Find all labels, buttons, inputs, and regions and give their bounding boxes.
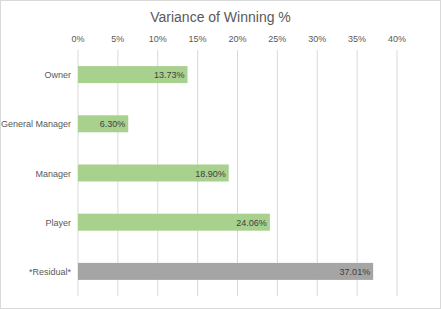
grid-line [357,50,358,296]
tick-label: 35% [348,34,366,44]
tick-label: 40% [388,34,406,44]
bar [78,263,373,280]
bar [78,115,128,132]
grid-line [277,50,278,296]
tick-label: 30% [308,34,326,44]
category-label: *Residual* [29,267,72,277]
bars [78,66,373,280]
chart-svg: Variance of Winning % 0% 5% 10% 15% 20% 25% 30%… [0,0,441,309]
chart-title: Variance of Winning % [150,9,291,25]
tick-label: 0% [71,34,84,44]
bar [78,165,229,182]
grid-line [317,50,318,296]
bar [78,66,187,83]
data-label: 6.30% [100,119,126,129]
grid-line [237,50,238,296]
data-label: 13.73% [154,70,185,80]
bar [78,214,270,231]
tick-label: 10% [149,34,167,44]
category-label: Owner [44,70,71,80]
chart-border [1,1,441,309]
category-label: Manager [35,169,71,179]
tick-label: 5% [111,34,124,44]
tick-label: 15% [189,34,207,44]
category-label: Player [45,218,71,228]
grid-line [397,50,398,296]
tick-label: 25% [268,34,286,44]
data-label: 24.06% [236,218,267,228]
data-label: 18.90% [195,169,226,179]
chart-container: Variance of Winning % 0% 5% 10% 15% 20% 25% 30%… [0,0,441,309]
category-label: General Manager [1,119,71,129]
data-label: 37.01% [340,267,371,277]
tick-label: 20% [228,34,246,44]
